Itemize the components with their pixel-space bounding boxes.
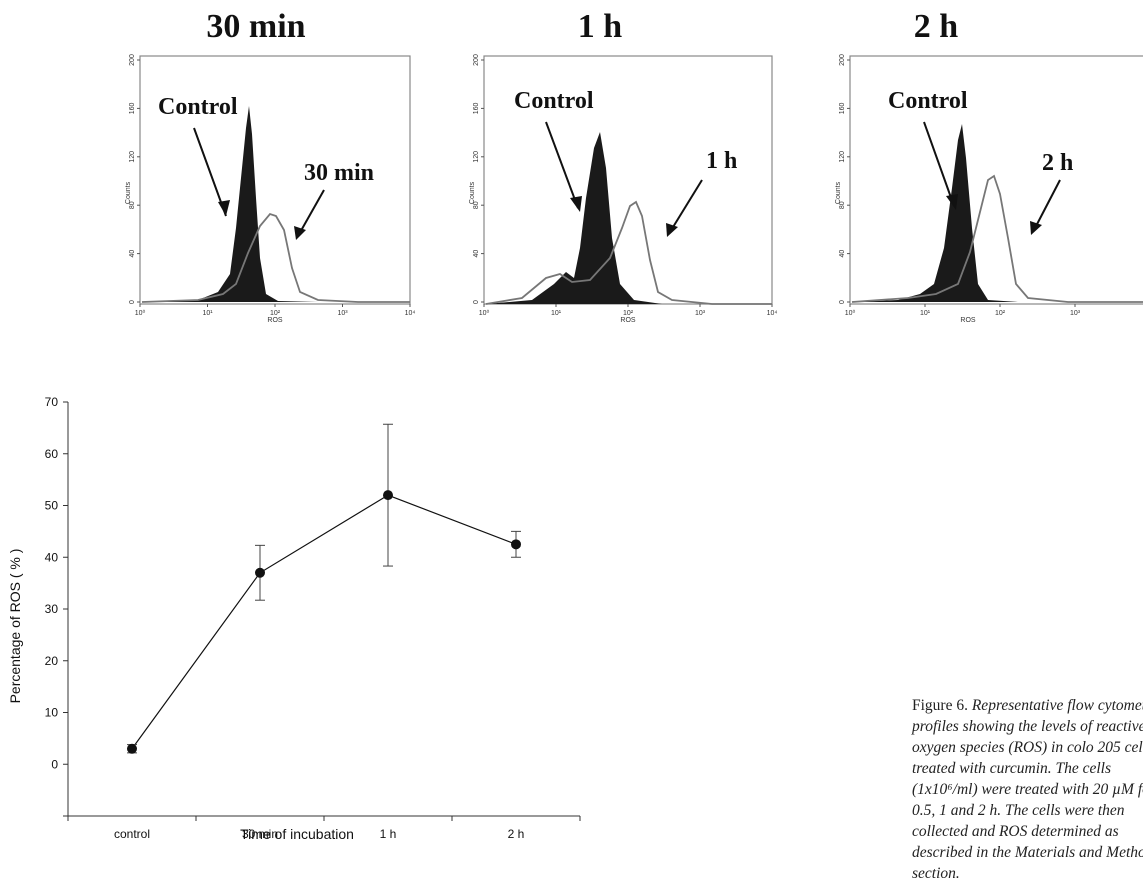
histogram-panel-30min: 0 40 80 120 160 200 10⁰ 10¹ 10² 10³ 10⁴ Counts RO… — [125, 54, 416, 324]
histogram-ytick-label: 0 — [129, 300, 136, 304]
histogram-xtick-label: 10¹ — [202, 310, 213, 317]
histogram-ytick-label: 0 — [473, 300, 480, 304]
histogram-ytick-label: 160 — [839, 102, 846, 114]
histogram-y-ticks: 0 40 80 120 160 200 — [839, 54, 850, 304]
histogram-ytick-label: 40 — [473, 250, 480, 258]
treated-curve-30min — [141, 212, 410, 303]
histogram-x-ticks: 10⁰ 10¹ 10² 10³ 10⁴ — [135, 304, 416, 317]
histogram-ytick-label: 80 — [473, 201, 480, 209]
line-chart-ytick-label: 20 — [45, 654, 59, 668]
histogram-xtick-label: 10² — [995, 310, 1006, 317]
line-chart-series-line — [131, 494, 517, 750]
histogram-ytick-label: 160 — [129, 102, 136, 114]
line-chart-xtick-label: 1 h — [380, 827, 397, 841]
histogram-ytick-label: 0 — [839, 300, 846, 304]
treated-label: 1 h — [706, 148, 737, 174]
line-chart-xlabel: Time of incubation — [240, 826, 354, 842]
histogram-ytick-label: 120 — [839, 151, 846, 163]
control-label: Control — [158, 94, 238, 120]
treated-label: 30 min — [304, 160, 374, 186]
histogram-y-ticks: 0 40 80 120 160 200 — [473, 54, 484, 304]
line-chart-ytick-label: 40 — [45, 550, 59, 564]
line-chart-ytick-label: 10 — [45, 706, 59, 720]
histogram-xtick-label: 10³ — [695, 310, 706, 317]
line-chart-y-ticks: 0 10 20 30 40 50 60 70 — [45, 395, 68, 817]
line-chart-ytick-label: 50 — [45, 499, 59, 513]
histogram-ytick-label: 40 — [129, 250, 136, 258]
histogram-ytick-label: 200 — [129, 54, 136, 66]
histogram-ylabel: Counts — [125, 181, 132, 204]
line-chart-ytick-label: 0 — [51, 757, 58, 771]
histogram-xtick-label: 10¹ — [551, 310, 562, 317]
line-chart-point — [511, 539, 521, 550]
line-chart-ytick-label: 70 — [45, 395, 59, 409]
histogram-xtick-label: 10⁰ — [479, 309, 490, 317]
histogram-xtick-label: 10⁴ — [405, 310, 416, 317]
line-chart-point — [255, 567, 265, 578]
histogram-xtick-label: 10⁰ — [845, 309, 856, 317]
line-chart-x-ticks: control 30 min 1 h 2 h — [67, 816, 581, 841]
caption-body: Representative flow cytometry profiles s… — [912, 697, 1143, 882]
histogram-x-ticks: 10⁰ 10¹ 10² 10³ 10⁴ — [479, 304, 778, 317]
figure-caption: Figure 6. Representative flow cytometry … — [912, 695, 1143, 884]
histogram-title-30min: 30 min — [206, 8, 306, 45]
histogram-panel-1h: 0 40 80 120 160 200 10⁰ 10¹ 10² 10³ 10⁴ Counts RO… — [469, 54, 778, 324]
ros-line-chart: 0 10 20 30 40 50 60 70 control 30 min 1 h 2 h Perc… — [7, 395, 581, 842]
treated-label: 2 h — [1042, 150, 1073, 176]
treated-curve-2h — [851, 174, 1143, 303]
histogram-xlabel: ROS — [267, 317, 283, 324]
histogram-ylabel: Counts — [835, 181, 842, 204]
line-chart-series — [127, 423, 521, 754]
histogram-ytick-label: 200 — [473, 54, 480, 66]
line-chart-ytick-label: 30 — [45, 602, 59, 616]
caption-lead: Figure 6. — [912, 697, 968, 714]
line-chart-xtick-label: 30 min — [242, 827, 278, 841]
histogram-ytick-label: 80 — [839, 201, 846, 209]
line-chart-point — [127, 743, 137, 754]
line-chart-xtick-label: control — [114, 827, 150, 841]
treated-curve-1h — [485, 200, 772, 305]
line-chart-point — [383, 490, 393, 501]
line-chart-ylabel: Percentage of ROS ( % ) — [7, 549, 23, 704]
line-chart-axes — [67, 402, 580, 817]
histogram-ytick-label: 200 — [839, 54, 846, 66]
histogram-xtick-label: 10¹ — [920, 310, 931, 317]
control-label: Control — [514, 88, 594, 114]
histogram-xlabel: ROS — [620, 317, 636, 324]
histogram-xtick-label: 10² — [270, 310, 281, 317]
line-chart-xtick-label: 2 h — [508, 827, 525, 841]
histogram-title-1h: 1 h — [577, 8, 623, 45]
histogram-xtick-label: 10³ — [337, 310, 348, 317]
control-label: Control — [888, 88, 968, 114]
histogram-ytick-label: 40 — [839, 250, 846, 258]
histogram-xtick-label: 10⁴ — [767, 310, 778, 317]
histogram-ytick-label: 120 — [473, 151, 480, 163]
histogram-ylabel: Counts — [469, 181, 476, 204]
histogram-xlabel: ROS — [960, 317, 976, 324]
histogram-xtick-label: 10² — [623, 310, 634, 317]
histogram-ytick-label: 80 — [129, 201, 136, 209]
histogram-ytick-label: 160 — [473, 102, 480, 114]
histogram-xtick-label: 10³ — [1070, 310, 1081, 317]
histogram-ytick-label: 120 — [129, 151, 136, 163]
line-chart-ytick-label: 60 — [45, 447, 59, 461]
histogram-xtick-label: 10⁰ — [135, 309, 146, 317]
histogram-y-ticks: 0 40 80 120 160 200 — [129, 54, 140, 304]
histogram-title-2h: 2 h — [913, 8, 959, 45]
